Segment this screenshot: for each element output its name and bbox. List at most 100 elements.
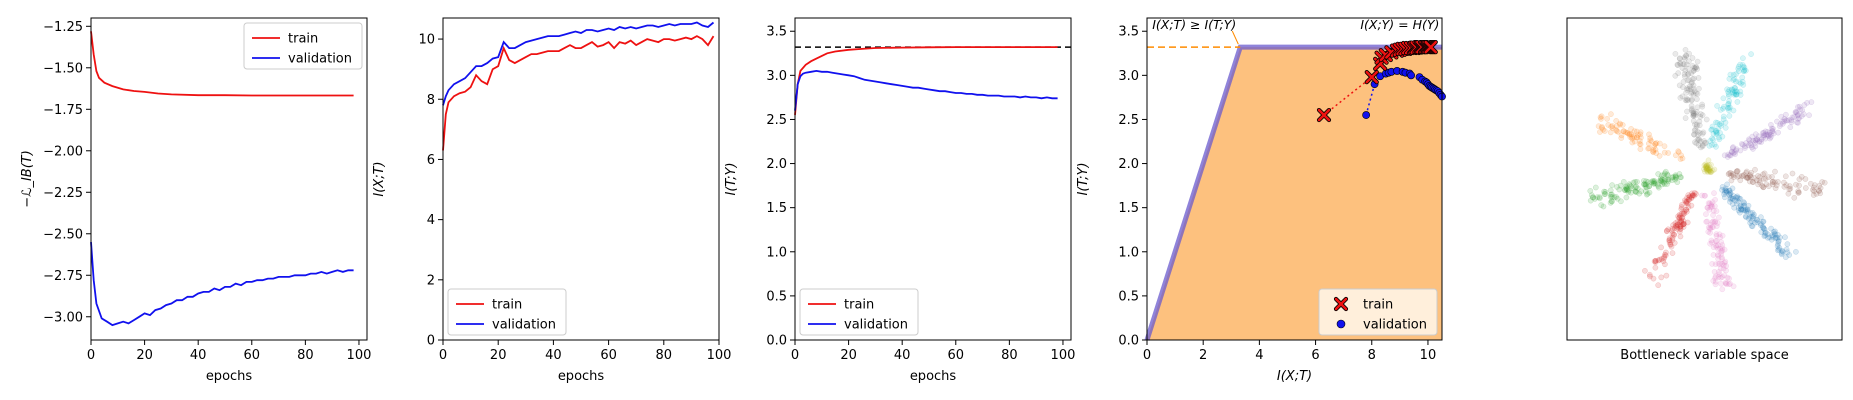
- embedding-point: [1699, 142, 1706, 149]
- embedding-point: [1770, 130, 1777, 137]
- embedding-point: [1721, 191, 1727, 198]
- embedding-point: [1775, 237, 1782, 244]
- embedding-point: [1623, 194, 1630, 201]
- embedding-point: [1685, 192, 1692, 198]
- embedding-point: [1747, 220, 1754, 226]
- embedding-point: [1733, 200, 1740, 207]
- embedding-point: [1607, 193, 1614, 200]
- embedding-point: [1662, 176, 1668, 182]
- embedding-point: [1652, 264, 1659, 271]
- embedding-point: [1697, 138, 1704, 145]
- embedding-point: [1635, 132, 1641, 138]
- embedding-point: [1720, 95, 1727, 102]
- y-tick-label: 1.5: [766, 201, 787, 216]
- legend-entry: validation: [492, 318, 556, 333]
- embedding-point: [1632, 179, 1638, 185]
- embedding-point: [1782, 254, 1789, 261]
- embedding-point: [1680, 84, 1686, 90]
- embedding-point: [1710, 252, 1717, 258]
- embedding-point: [1764, 128, 1771, 135]
- embedding-point: [1684, 61, 1690, 68]
- series-line-train: [442, 35, 715, 151]
- embedding-point: [1669, 174, 1676, 181]
- embedding-point: [1785, 190, 1792, 197]
- embedding-point: [1765, 174, 1772, 180]
- embedding-point: [1624, 187, 1630, 193]
- embedding-point: [1726, 93, 1732, 99]
- embedding-point: [1794, 119, 1800, 126]
- embedding-point: [1688, 195, 1695, 202]
- embedding-point: [1689, 55, 1696, 61]
- embedding-point: [1624, 130, 1631, 137]
- embedding-point: [1718, 122, 1724, 129]
- embedding-point: [1783, 246, 1790, 253]
- y-tick-label: 2.0: [766, 157, 787, 172]
- legend: train validation: [799, 288, 919, 336]
- x-axis-label: Bottleneck variable space: [1620, 348, 1788, 363]
- embedding-point: [1779, 120, 1786, 127]
- x-tick-label: 100: [1051, 348, 1076, 363]
- embedding-point: [1729, 87, 1736, 93]
- legend-entry: validation: [1363, 318, 1427, 333]
- embedding-point: [1688, 202, 1695, 209]
- embedding-point: [1699, 130, 1706, 137]
- embedding-point: [1701, 162, 1708, 169]
- embedding-point: [1660, 258, 1667, 265]
- embedding-point: [1726, 98, 1733, 104]
- embedding-point: [1719, 133, 1726, 140]
- embedding-point: [1760, 224, 1766, 231]
- embedding-point: [1597, 114, 1604, 121]
- embedding-point: [1677, 174, 1684, 181]
- embedding-point: [1694, 121, 1700, 128]
- embedding-point: [1645, 145, 1652, 152]
- embedding-point: [1769, 173, 1775, 180]
- embedding-point: [1689, 105, 1695, 112]
- embedding-point: [1598, 202, 1605, 208]
- embedding-point: [1620, 128, 1627, 135]
- embedding-point: [1751, 211, 1757, 218]
- embedding-point: [1683, 52, 1689, 59]
- embedding-point: [1734, 173, 1741, 180]
- embedding-point: [1712, 196, 1718, 203]
- y-tick-label: 3.5: [766, 25, 787, 40]
- embedding-point: [1793, 109, 1799, 115]
- embedding-point: [1767, 134, 1774, 140]
- embedding-point: [1747, 172, 1754, 178]
- embedding-point: [1727, 190, 1734, 196]
- embedding-point: [1741, 67, 1747, 74]
- embedding-point: [1661, 254, 1668, 260]
- embedding-point: [1802, 185, 1809, 191]
- x-tick-label: 8: [1368, 348, 1376, 363]
- embedding-point: [1725, 100, 1732, 107]
- embedding-point: [1664, 176, 1671, 183]
- legend-entry: train: [492, 298, 522, 313]
- embedding-point: [1796, 189, 1802, 196]
- embedding-point: [1709, 239, 1715, 246]
- embedding-point: [1659, 172, 1665, 179]
- embedding-point: [1786, 186, 1793, 193]
- embedding-point: [1599, 125, 1605, 131]
- embedding-point: [1738, 206, 1745, 213]
- embedding-point: [1664, 181, 1670, 187]
- embedding-point: [1726, 192, 1733, 198]
- embedding-point: [1658, 178, 1664, 185]
- embedding-point: [1697, 111, 1704, 117]
- embedding-point: [1677, 61, 1684, 67]
- embedding-point: [1771, 230, 1778, 237]
- legend: train validation: [447, 288, 567, 336]
- embedding-point: [1727, 170, 1734, 176]
- embedding-point: [1707, 204, 1714, 211]
- embedding-point: [1677, 226, 1684, 232]
- embedding-point: [1597, 129, 1603, 135]
- x-tick-label: 60: [244, 348, 261, 363]
- embedding-point: [1685, 70, 1692, 77]
- embedding-point: [1628, 183, 1634, 190]
- embedding-point: [1688, 194, 1695, 200]
- embedding-point: [1779, 118, 1786, 125]
- embedding-point: [1624, 186, 1631, 193]
- embedding-point: [1690, 82, 1697, 89]
- embedding-point: [1741, 64, 1748, 71]
- embedding-point: [1717, 245, 1723, 252]
- embedding-point: [1797, 106, 1804, 113]
- y-tick-label: 1.5: [1118, 201, 1139, 216]
